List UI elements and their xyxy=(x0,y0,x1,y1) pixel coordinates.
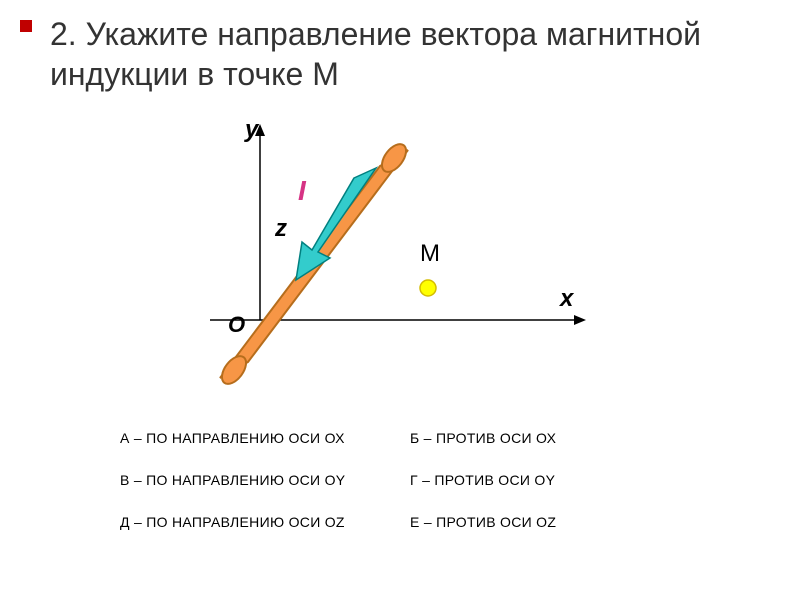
point-m-dot xyxy=(420,280,436,296)
answer-row-1: А – ПО НАПРАВЛЕНИЮ ОСИ ОХ Б – ПРОТИВ ОСИ… xyxy=(120,430,690,446)
question-title: 2. Укажите направление вектора магнитной… xyxy=(50,14,800,94)
answer-e: Е – ПРОТИВ ОСИ ОZ xyxy=(410,514,556,530)
accent-square xyxy=(20,20,32,32)
z-axis-label: z xyxy=(275,215,287,243)
point-m-label: М xyxy=(420,240,440,268)
answer-d: Д – ПО НАПРАВЛЕНИЮ ОСИ ОZ xyxy=(120,514,410,530)
diagram-area: y x z O I М xyxy=(140,120,610,400)
origin-label: O xyxy=(228,312,245,338)
y-axis-label: y xyxy=(245,116,258,144)
answer-options: А – ПО НАПРАВЛЕНИЮ ОСИ ОХ Б – ПРОТИВ ОСИ… xyxy=(120,430,690,556)
diagram-svg xyxy=(140,120,610,400)
x-axis-label: x xyxy=(560,285,573,313)
answer-a: А – ПО НАПРАВЛЕНИЮ ОСИ ОХ xyxy=(120,430,410,446)
current-label: I xyxy=(298,175,306,207)
x-axis-arrowhead xyxy=(574,315,586,325)
current-arrow xyxy=(296,168,376,280)
answer-b: Б – ПРОТИВ ОСИ ОХ xyxy=(410,430,556,446)
answer-row-3: Д – ПО НАПРАВЛЕНИЮ ОСИ ОZ Е – ПРОТИВ ОСИ… xyxy=(120,514,690,530)
answer-v: В – ПО НАПРАВЛЕНИЮ ОСИ ОY xyxy=(120,472,410,488)
answer-g: Г – ПРОТИВ ОСИ ОY xyxy=(410,472,555,488)
answer-row-2: В – ПО НАПРАВЛЕНИЮ ОСИ ОY Г – ПРОТИВ ОСИ… xyxy=(120,472,690,488)
